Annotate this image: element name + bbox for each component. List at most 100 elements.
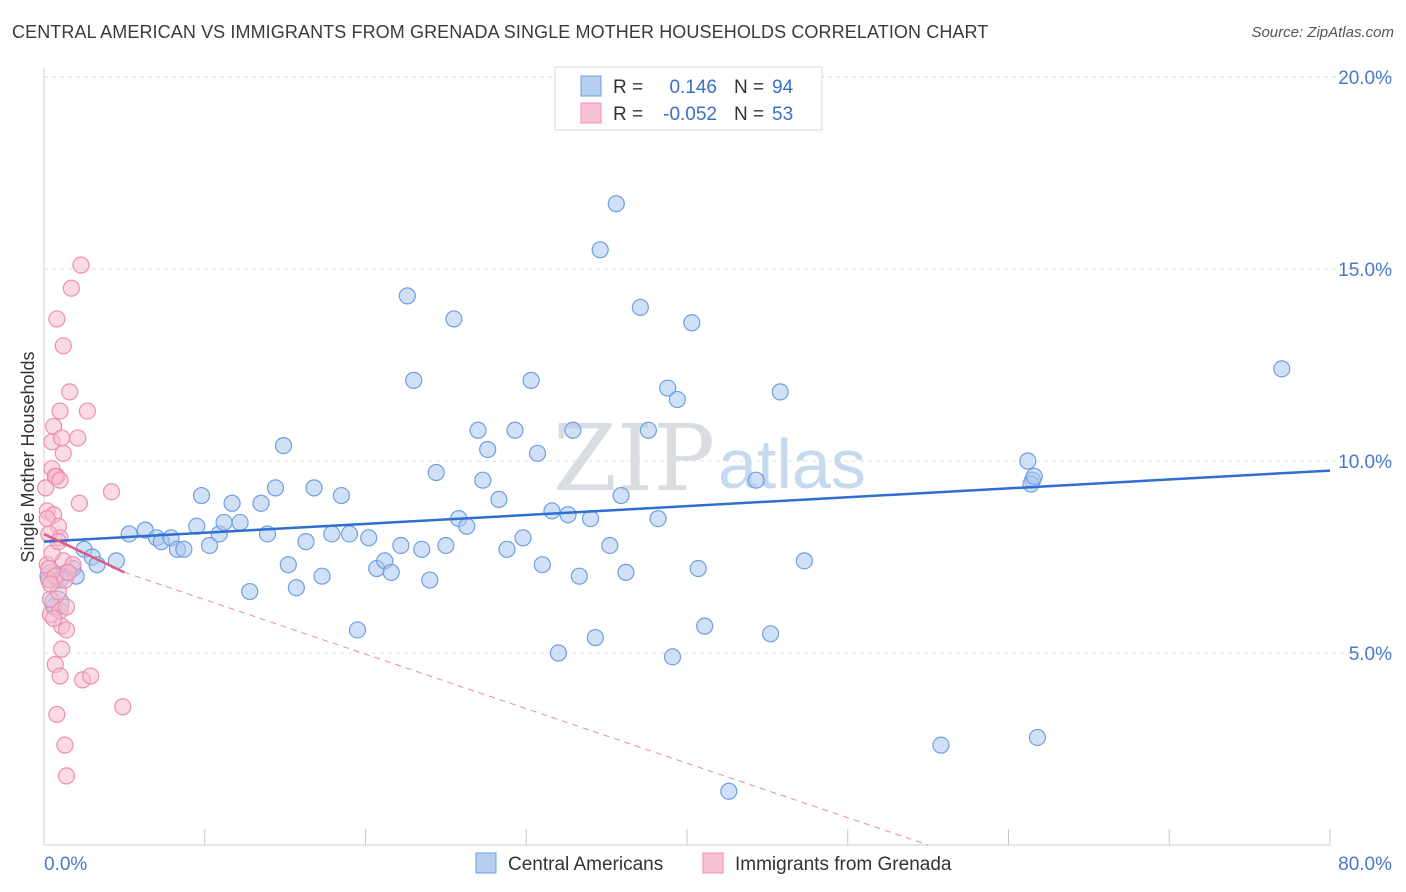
point-central-americans-22 (231, 513, 249, 532)
point-central-americans-82 (720, 782, 738, 800)
point-central-americans-33 (323, 525, 341, 543)
stats-n-label-pink: N = (734, 104, 764, 125)
point-central-americans-24 (252, 494, 270, 512)
y-tick-labels: 5.0% 10.0% 15.0% 20.0% (1338, 68, 1392, 665)
point-central-americans-71 (612, 486, 630, 505)
point-grenada-37 (70, 494, 88, 512)
point-central-americans-48 (445, 310, 463, 328)
point-central-americans-62 (549, 644, 568, 662)
stats-r-value-pink: -0.052 (663, 104, 717, 125)
point-central-americans-68 (591, 241, 609, 259)
series-legend: Central Americans Immigrants from Grenad… (475, 852, 952, 875)
point-central-americans-87 (932, 736, 950, 754)
point-central-americans-92 (1028, 728, 1047, 747)
x-tick-label-min: 0.0% (44, 854, 87, 875)
point-central-americans-29 (287, 579, 305, 597)
point-central-americans-60 (533, 556, 551, 574)
point-central-americans-15 (175, 540, 193, 558)
point-central-americans-75 (649, 509, 667, 528)
point-central-americans-91 (1025, 467, 1043, 485)
point-central-americans-86 (795, 552, 813, 570)
stats-r-value-blue: 0.146 (669, 77, 717, 98)
series-immigrants-from-grenada (37, 256, 132, 785)
point-central-americans-27 (274, 437, 293, 455)
watermark: ZIP atlas (553, 405, 866, 512)
trend-line-0 (43, 469, 1331, 543)
point-grenada-22 (53, 429, 71, 447)
legend-swatch-central-americans (475, 852, 497, 874)
point-central-americans-36 (348, 621, 367, 639)
stats-legend: R = 0.146 N = 94 R = -0.052 N = 53 (554, 66, 823, 131)
point-central-americans-59 (528, 444, 547, 462)
point-central-americans-31 (305, 479, 323, 497)
point-central-americans-46 (427, 463, 445, 482)
watermark-zip: ZIP (553, 405, 715, 512)
point-central-americans-70 (607, 195, 625, 213)
watermark-atlas: atlas (718, 425, 866, 503)
point-central-americans-34 (332, 486, 350, 505)
point-central-americans-63 (559, 506, 577, 524)
trend-line-1 (43, 532, 125, 574)
point-central-americans-28 (279, 556, 297, 574)
point-grenada-52 (51, 471, 69, 489)
point-grenada-43 (114, 698, 132, 716)
point-central-americans-57 (514, 529, 532, 547)
point-grenada-29 (56, 736, 74, 754)
point-grenada-21 (51, 667, 69, 685)
point-central-americans-79 (683, 314, 701, 332)
stats-legend-swatch-blue (580, 75, 602, 97)
point-central-americans-50 (458, 517, 476, 535)
point-central-americans-77 (663, 648, 682, 666)
point-central-americans-88 (1019, 452, 1037, 470)
grid-lines (44, 76, 1392, 654)
point-central-americans-47 (437, 536, 455, 555)
stats-r-label-blue: R = (613, 77, 643, 98)
point-grenada-42 (102, 483, 121, 501)
trend-extension-1 (124, 571, 929, 846)
point-central-americans-78 (668, 390, 686, 409)
point-grenada-15 (48, 705, 66, 724)
point-grenada-50 (59, 563, 77, 581)
point-grenada-51 (38, 509, 56, 528)
chart-source: Source: ZipAtlas.com (1251, 24, 1394, 41)
x-tick-label-max: 80.0% (1338, 854, 1392, 875)
point-grenada-30 (57, 598, 76, 616)
chart-title: CENTRAL AMERICAN VS IMMIGRANTS FROM GREN… (12, 22, 989, 42)
point-central-americans-26 (266, 479, 285, 497)
point-central-americans-74 (639, 421, 658, 439)
point-central-americans-40 (382, 563, 400, 581)
point-central-americans-43 (405, 371, 423, 389)
y-tick-label-1: 10.0% (1338, 452, 1392, 473)
point-central-americans-73 (631, 298, 649, 316)
point-central-americans-21 (223, 494, 241, 512)
legend-label-central-americans: Central Americans (508, 854, 663, 875)
point-grenada-25 (54, 337, 72, 355)
point-central-americans-65 (570, 567, 588, 585)
point-central-americans-56 (506, 421, 524, 439)
point-grenada-46 (45, 609, 63, 628)
point-central-americans-52 (474, 471, 492, 489)
point-central-americans-23 (241, 582, 259, 601)
point-central-americans-54 (490, 490, 508, 508)
stats-n-value-blue: 94 (772, 77, 794, 98)
point-central-americans-37 (360, 529, 378, 547)
point-grenada-36 (69, 429, 87, 447)
point-central-americans-93 (1273, 360, 1291, 378)
point-central-americans-58 (522, 371, 540, 389)
stats-n-value-pink: 53 (772, 104, 793, 125)
point-central-americans-61 (543, 502, 561, 520)
point-central-americans-55 (498, 540, 516, 558)
y-tick-label-2: 15.0% (1338, 260, 1392, 281)
point-central-americans-85 (771, 383, 789, 401)
point-central-americans-18 (200, 536, 219, 555)
x-ticks (204, 829, 1331, 845)
point-central-americans-53 (479, 440, 497, 459)
y-axis-label: Single Mother Households (18, 351, 38, 562)
stats-r-label-pink: R = (613, 104, 643, 125)
point-central-americans-41 (392, 536, 410, 555)
legend-label-immigrants-grenada: Immigrants from Grenada (735, 854, 952, 875)
point-grenada-26 (54, 444, 72, 462)
point-grenada-13 (48, 310, 66, 328)
stats-legend-swatch-pink (580, 102, 602, 124)
